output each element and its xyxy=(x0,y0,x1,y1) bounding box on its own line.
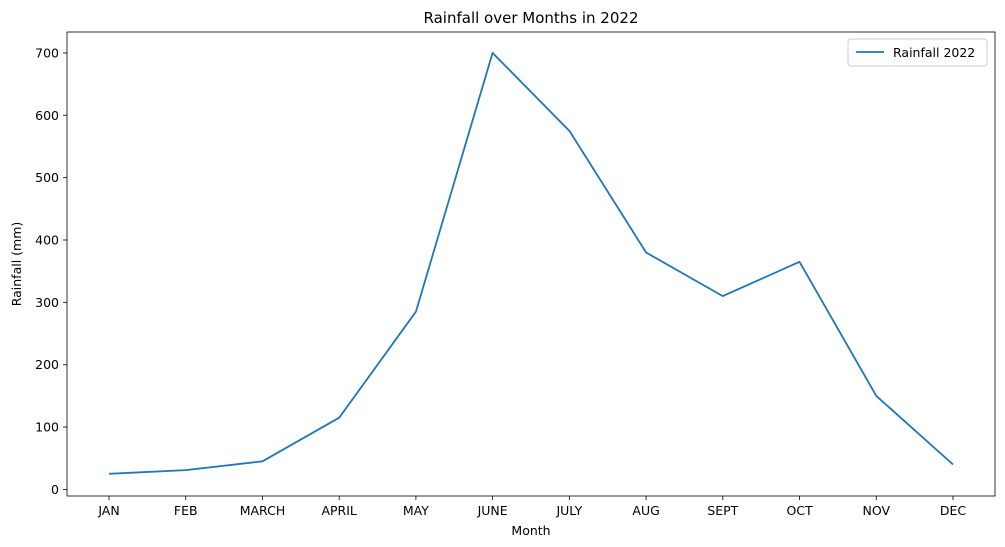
legend-label: Rainfall 2022 xyxy=(893,45,975,60)
x-tick-label-jan: JAN xyxy=(97,503,119,518)
x-tick-label-may: MAY xyxy=(403,503,429,518)
y-tick-label: 400 xyxy=(35,232,59,247)
legend-box xyxy=(847,38,988,67)
legend: Rainfall 2022 xyxy=(847,38,988,67)
y-axis-ticks: 0 100 200 300 400 500 600 700 xyxy=(35,45,67,497)
x-tick-label-sept: SEPT xyxy=(707,503,738,518)
x-tick-label-april: APRIL xyxy=(321,503,356,518)
y-tick-label: 600 xyxy=(35,108,59,123)
x-tick-label-june: JUNE xyxy=(477,503,508,518)
y-tick-label: 200 xyxy=(35,357,59,372)
x-tick-label-march: MARCH xyxy=(240,503,286,518)
y-tick-label: 300 xyxy=(35,295,59,310)
x-tick-label-aug: AUG xyxy=(632,503,659,518)
x-tick-label-dec: DEC xyxy=(940,503,967,518)
x-axis-ticks: JAN FEB MARCH APRIL MAY JUNE JULY AUG SEPT OCT NOV… xyxy=(97,496,966,518)
x-tick-label-nov: NOV xyxy=(863,503,891,518)
y-tick-label: 500 xyxy=(35,170,59,185)
series-layer xyxy=(108,52,954,475)
x-tick-label-oct: OCT xyxy=(786,503,813,518)
series-line-rainfall-2022 xyxy=(108,52,954,475)
x-tick-label-feb: FEB xyxy=(174,503,198,518)
y-tick-label: 0 xyxy=(51,482,59,497)
plot-area xyxy=(66,31,996,497)
y-tick-label: 700 xyxy=(35,45,59,60)
x-axis-label: Month xyxy=(511,523,550,538)
y-tick-label: 100 xyxy=(35,420,59,435)
y-axis-label: Rainfall (mm) xyxy=(9,222,24,307)
chart-title: Rainfall over Months in 2022 xyxy=(424,9,639,27)
x-tick-label-july: JULY xyxy=(555,503,582,518)
